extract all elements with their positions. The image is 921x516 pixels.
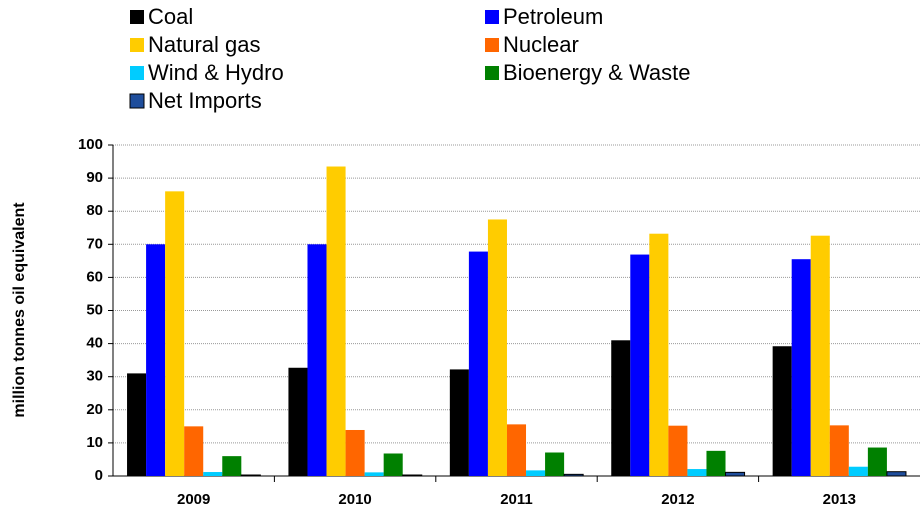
bar [848, 466, 868, 476]
x-tick-label: 2009 [177, 491, 210, 508]
bar [222, 456, 242, 476]
x-tick-label: 2010 [338, 491, 371, 508]
y-tick-label: 40 [86, 335, 103, 352]
legend-swatch [129, 93, 145, 109]
y-axis-label: million tonnes oil equivalent [11, 202, 28, 418]
bar [791, 259, 811, 476]
bar [649, 233, 669, 476]
y-tick-label: 60 [86, 268, 103, 285]
bar [506, 424, 527, 476]
bar [687, 469, 707, 476]
bar [545, 452, 565, 476]
bar [383, 453, 403, 476]
bar [611, 340, 631, 476]
y-tick-label: 80 [86, 202, 103, 219]
bar [886, 471, 907, 477]
legend-swatch [485, 66, 499, 80]
bar [364, 472, 384, 476]
legend-swatch [485, 38, 499, 52]
y-tick-label: 90 [86, 169, 103, 186]
y-tick-label: 10 [86, 434, 103, 451]
bar [184, 426, 204, 476]
bar [203, 472, 223, 476]
bar [449, 369, 469, 476]
bar [240, 474, 261, 477]
y-tick-label: 30 [86, 368, 103, 385]
y-tick-label: 20 [86, 401, 103, 418]
bar [526, 470, 546, 476]
bar [867, 447, 887, 476]
bar [127, 373, 147, 476]
bar [165, 191, 185, 476]
x-tick-label: 2013 [823, 491, 856, 508]
bar [307, 244, 327, 476]
legend-label: Coal [148, 4, 193, 29]
legend-label: Bioenergy & Waste [503, 60, 691, 85]
bar [725, 471, 746, 477]
bar [829, 425, 849, 476]
bar [772, 346, 792, 476]
y-tick-label: 70 [86, 235, 103, 252]
y-tick-label: 50 [86, 301, 103, 318]
bar [345, 429, 365, 476]
bar [146, 244, 166, 476]
legend-swatch [130, 38, 144, 52]
y-tick-label: 100 [78, 136, 103, 153]
x-tick-label: 2012 [661, 491, 694, 508]
legend-label: Wind & Hydro [148, 60, 284, 85]
bar [326, 166, 346, 476]
legend-label: Natural gas [148, 32, 261, 57]
legend-swatch [130, 66, 144, 80]
bar [706, 450, 726, 476]
legend-label: Nuclear [503, 32, 579, 57]
bar [668, 425, 688, 476]
legend-swatch [485, 10, 499, 24]
bar [487, 219, 507, 476]
bar [288, 367, 308, 476]
legend-label: Petroleum [503, 4, 603, 29]
y-tick-label: 0 [95, 467, 103, 484]
bar [563, 473, 584, 477]
bar [468, 251, 488, 476]
bar [810, 235, 830, 476]
legend-swatch [130, 10, 144, 24]
bar [630, 254, 650, 476]
legend-label: Net Imports [148, 88, 262, 113]
x-tick-label: 2011 [500, 491, 533, 508]
bar [402, 474, 423, 477]
